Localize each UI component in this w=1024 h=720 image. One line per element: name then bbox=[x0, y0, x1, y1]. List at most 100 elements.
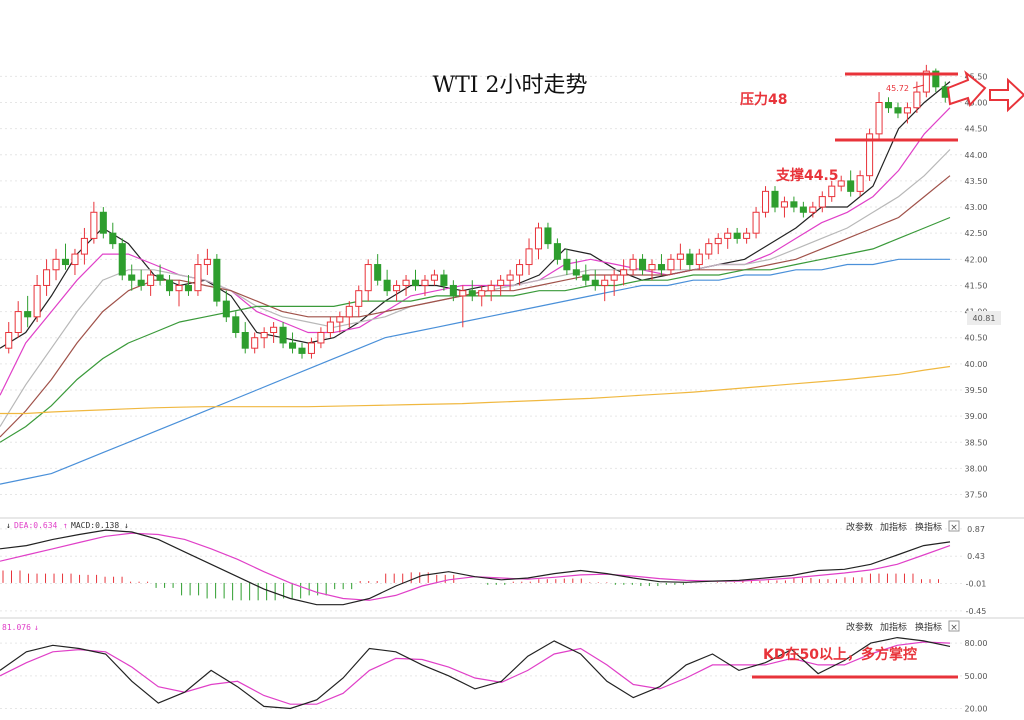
candle bbox=[714, 233, 722, 255]
macd-change-params-button[interactable]: 改参数 bbox=[846, 521, 873, 533]
close-icon: × bbox=[950, 623, 958, 633]
candle bbox=[487, 280, 495, 302]
macd-switch-indicator-button[interactable]: 换指标 bbox=[915, 521, 942, 533]
candle bbox=[222, 290, 230, 323]
price-gridlines bbox=[0, 75, 962, 496]
candle bbox=[90, 201, 98, 244]
price-tick-label: 40.00 bbox=[965, 360, 988, 369]
candle-body bbox=[620, 269, 628, 276]
candle-body bbox=[90, 211, 98, 239]
candle bbox=[657, 254, 665, 275]
macd-close-button[interactable] bbox=[948, 520, 960, 532]
candle-body bbox=[809, 206, 817, 213]
candle bbox=[213, 254, 221, 307]
candle-body bbox=[459, 290, 467, 297]
candle-body bbox=[194, 264, 202, 292]
candle bbox=[137, 269, 145, 291]
candle-body bbox=[128, 274, 136, 281]
candle bbox=[790, 196, 798, 213]
macd-value-label: MACD:0.138 bbox=[71, 521, 119, 530]
kd-add-indicator-button[interactable]: 加指标 bbox=[880, 621, 907, 633]
candle bbox=[166, 275, 174, 296]
candle-body bbox=[270, 326, 278, 334]
candle-body bbox=[856, 175, 864, 192]
candle-body bbox=[118, 243, 126, 276]
candle-body bbox=[591, 279, 599, 286]
candle-body bbox=[487, 284, 495, 292]
candle-body bbox=[468, 290, 476, 297]
candle-body bbox=[317, 332, 325, 344]
candle-body bbox=[932, 70, 940, 88]
candle-body bbox=[866, 133, 874, 177]
candle bbox=[799, 201, 807, 218]
candle-body bbox=[5, 332, 13, 349]
candle bbox=[279, 322, 287, 349]
kd-panel: 80.00 50.00 20.00 81.076 ↓ 改参数 加指标 换指标 × K… bbox=[0, 620, 988, 714]
moving-average-line bbox=[0, 175, 951, 438]
candle bbox=[903, 102, 911, 124]
kd-value-label: 81.076 bbox=[2, 623, 31, 632]
candle-body bbox=[364, 264, 372, 292]
kd-close-button[interactable] bbox=[948, 620, 960, 632]
candle bbox=[771, 186, 779, 213]
macd-add-indicator-button[interactable]: 加指标 bbox=[880, 521, 907, 533]
candle-body bbox=[534, 227, 543, 250]
candle bbox=[430, 269, 438, 286]
candle bbox=[856, 170, 864, 197]
candle-body bbox=[847, 180, 855, 192]
candle bbox=[837, 175, 845, 192]
candle bbox=[563, 248, 571, 275]
kd-change-params-button[interactable]: 改参数 bbox=[846, 621, 873, 633]
kd-switch-indicator-button[interactable]: 换指标 bbox=[915, 621, 942, 633]
current-price-label: 40.81 bbox=[973, 314, 996, 323]
candle bbox=[298, 342, 306, 359]
moving-average-line bbox=[0, 258, 950, 485]
candle-body bbox=[497, 279, 505, 286]
candle bbox=[52, 248, 60, 281]
candle-body bbox=[61, 258, 70, 266]
candle-body bbox=[657, 264, 665, 271]
candle bbox=[289, 332, 297, 354]
price-tick-label: 42.00 bbox=[965, 255, 988, 264]
candle-body bbox=[336, 316, 344, 323]
price-tick-label: 45.00 bbox=[965, 99, 988, 108]
candle bbox=[241, 322, 249, 354]
candle-body bbox=[610, 274, 618, 281]
macd-axis: 0.87 0.43 -0.01 -0.45 bbox=[966, 525, 987, 616]
candle-body bbox=[582, 274, 590, 281]
candle-body bbox=[780, 201, 788, 208]
price-tick-label: 41.50 bbox=[965, 281, 988, 290]
candle-body bbox=[771, 190, 779, 208]
kd-annotation: KD在50以上，多方掌控 bbox=[763, 646, 917, 663]
macd-header-arrow-1: ↓ bbox=[6, 521, 11, 530]
price-tick-label: 42.50 bbox=[965, 229, 988, 238]
candle-body bbox=[24, 311, 32, 318]
arrow-icon bbox=[989, 77, 1024, 113]
price-tick-label: 43.50 bbox=[965, 177, 988, 186]
resistance-annotation: 压力48 bbox=[740, 91, 787, 108]
price-tick-label: 44.00 bbox=[965, 151, 988, 160]
candle bbox=[355, 285, 363, 317]
candle bbox=[591, 269, 599, 291]
kd-axis: 80.00 50.00 20.00 bbox=[965, 639, 988, 713]
candle-body bbox=[147, 274, 155, 286]
kd-lines bbox=[0, 636, 951, 710]
candle-body bbox=[203, 258, 211, 266]
candle bbox=[307, 337, 315, 359]
candle-body bbox=[33, 284, 41, 318]
candle bbox=[525, 238, 533, 275]
candle-body bbox=[705, 243, 713, 255]
candle bbox=[411, 269, 420, 291]
candle bbox=[610, 269, 618, 296]
macd-tick-label: 0.87 bbox=[967, 525, 985, 534]
candle bbox=[516, 259, 524, 286]
candle bbox=[686, 248, 694, 270]
candle-body bbox=[279, 326, 287, 344]
moving-average-line bbox=[0, 107, 951, 396]
candle bbox=[175, 280, 183, 307]
support-annotation: 支撑44.5 bbox=[775, 167, 839, 184]
candle bbox=[572, 259, 580, 281]
candle-body bbox=[156, 274, 164, 281]
candle-body bbox=[175, 284, 183, 292]
candle bbox=[534, 222, 543, 260]
